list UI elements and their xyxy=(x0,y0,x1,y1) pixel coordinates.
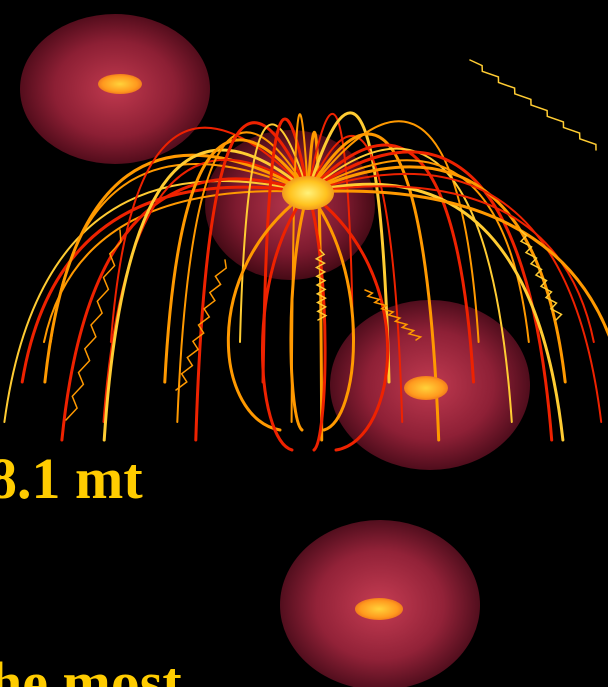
burst-ray xyxy=(60,177,310,442)
burst-ray xyxy=(289,190,310,432)
sparkle-trail xyxy=(65,229,122,421)
burst-ray xyxy=(239,123,309,343)
burst-ray xyxy=(163,138,310,384)
burst-ray xyxy=(307,120,480,343)
burst-ray xyxy=(102,148,310,442)
burst-ray xyxy=(307,147,513,423)
burst-ray xyxy=(306,111,391,384)
burst-ray xyxy=(194,121,310,442)
burst-ray xyxy=(261,190,310,452)
burst-ray xyxy=(43,153,310,384)
burst-ray xyxy=(20,185,310,384)
burst-ray xyxy=(306,190,355,432)
burst-ray xyxy=(306,143,475,384)
slide-text-line: he most xyxy=(0,650,182,687)
burst-ray xyxy=(307,112,354,343)
burst-ray xyxy=(307,172,603,423)
sparkle-trail xyxy=(314,249,328,321)
spark-icon xyxy=(98,74,142,94)
spark-icon xyxy=(355,598,403,620)
spark-icon xyxy=(282,176,334,210)
burst-ray xyxy=(306,130,324,442)
burst-ray xyxy=(102,158,309,423)
sparkle-trail xyxy=(364,289,423,341)
burst-ray xyxy=(306,190,327,452)
burst-ray xyxy=(307,185,595,343)
burst-ray xyxy=(261,117,310,384)
burst-ray xyxy=(176,131,309,423)
burst-ray xyxy=(306,150,554,442)
burst-ray xyxy=(226,190,310,432)
burst-ray xyxy=(306,182,565,442)
burst-ray xyxy=(306,190,390,452)
sparkle-trail xyxy=(175,259,228,391)
sparkle-trail xyxy=(519,229,563,321)
slide-text-line: 8.1 mt xyxy=(0,446,143,511)
burst-ray xyxy=(306,132,441,442)
sparkle-trail xyxy=(469,59,597,151)
burst-ray xyxy=(109,126,309,343)
burst-ray xyxy=(3,180,309,423)
spark-icon xyxy=(404,376,448,400)
